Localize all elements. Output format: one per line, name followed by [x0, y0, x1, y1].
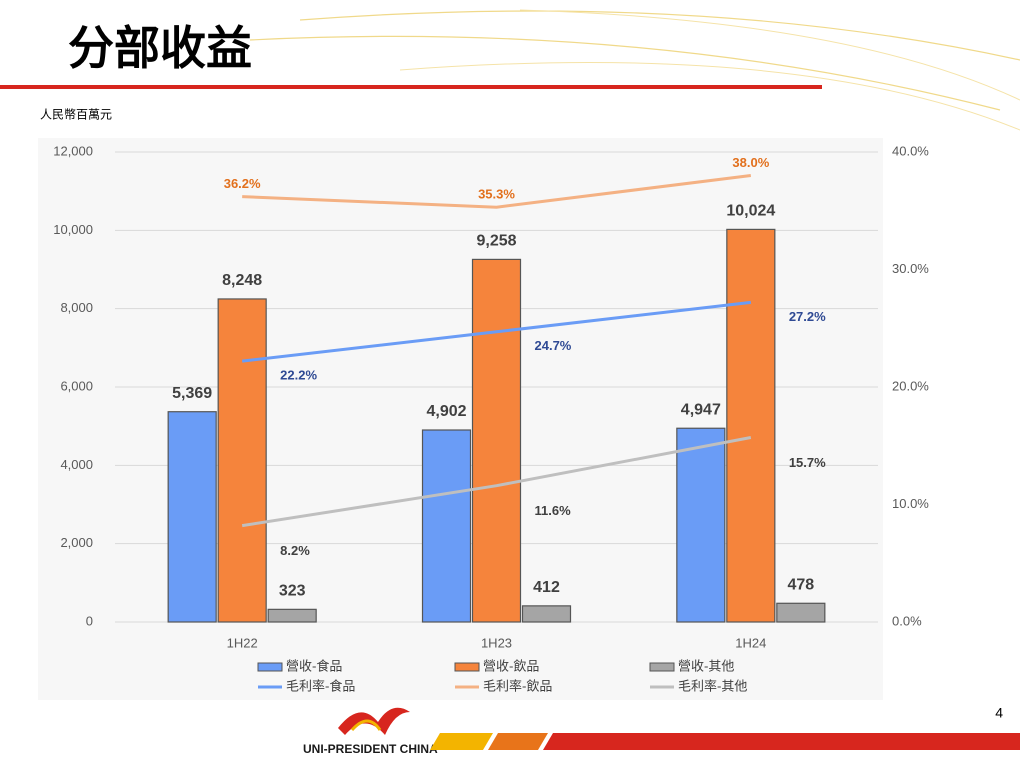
line-value-label: 24.7% [535, 338, 572, 353]
bar [167, 411, 217, 623]
line-value-label: 35.3% [478, 187, 515, 202]
y-tick-label: 8,000 [60, 300, 93, 315]
y2-tick-label: 30.0% [892, 261, 929, 276]
slide-title: 分部收益 [68, 21, 252, 75]
y2-tick-label: 40.0% [892, 143, 929, 158]
decor-curve [299, 10, 1020, 61]
bar [521, 605, 572, 623]
bar-value-label: 323 [279, 583, 306, 600]
y-tick-label: 12,000 [53, 143, 93, 158]
bar-value-label: 412 [533, 579, 560, 596]
y-tick-label: 6,000 [60, 378, 93, 393]
bar-value-label: 478 [787, 576, 814, 593]
page-number: 4 [995, 705, 1003, 721]
line-value-label: 15.7% [789, 455, 826, 470]
logo-mark [338, 707, 410, 735]
bar [267, 608, 317, 623]
legend-marker [257, 662, 283, 672]
logo-text: UNI-PRESIDENT CHINA [303, 742, 438, 756]
x-tick-label: 1H24 [735, 635, 766, 650]
legend-label: 營收-其他 [678, 660, 734, 675]
line-series [241, 300, 752, 363]
logo-mark [350, 719, 382, 732]
line-value-label: 36.2% [224, 176, 261, 191]
unit-label: 人民幣百萬元 [40, 108, 112, 122]
bar [676, 427, 726, 623]
footer-band [430, 733, 493, 750]
legend-label: 營收-飲品 [483, 659, 539, 675]
bar [421, 429, 472, 623]
line-value-label: 22.2% [280, 368, 317, 383]
legend-marker [454, 662, 480, 672]
bar-value-label: 4,902 [426, 403, 466, 420]
bar-value-label: 8,248 [222, 272, 262, 289]
bar-value-label: 10,024 [726, 203, 775, 220]
title-rule [0, 85, 822, 89]
x-tick-label: 1H22 [227, 635, 258, 650]
x-tick-label: 1H23 [481, 635, 512, 650]
line-series [241, 436, 752, 528]
line-value-label: 8.2% [280, 543, 310, 558]
decor-curve [249, 35, 1001, 111]
line-series [242, 174, 752, 209]
legend-label: 營收-食品 [286, 659, 342, 675]
y2-tick-label: 20.0% [892, 378, 929, 393]
bar [217, 298, 267, 623]
y2-tick-label: 0.0% [892, 613, 922, 628]
line-value-label: 38.0% [732, 155, 769, 170]
bar-value-label: 5,369 [172, 385, 212, 402]
decor-curve [399, 62, 1020, 131]
y-tick-label: 4,000 [60, 457, 93, 472]
y2-tick-label: 10.0% [892, 496, 929, 511]
footer-band [543, 733, 1020, 750]
bar [776, 602, 826, 623]
legend-label: 毛利率-食品 [286, 679, 355, 695]
bar [726, 228, 776, 623]
decor-curve [519, 9, 1020, 101]
bar-value-label: 9,258 [476, 233, 516, 250]
legend-label: 毛利率-飲品 [483, 679, 552, 695]
line-value-label: 11.6% [535, 503, 572, 518]
y-tick-label: 0 [86, 613, 93, 628]
chart: 0 2,000 4,000 6,000 8,000 10,000 12,000 0.0% 10.… [53, 143, 929, 694]
bar [471, 258, 522, 623]
line-value-label: 27.2% [789, 309, 826, 324]
y-tick-label: 10,000 [53, 222, 93, 237]
footer-band [488, 733, 548, 750]
y-tick-label: 2,000 [60, 535, 93, 550]
legend-marker [649, 662, 675, 672]
legend-label: 毛利率-其他 [678, 679, 747, 695]
bar-value-label: 4,947 [681, 401, 721, 418]
